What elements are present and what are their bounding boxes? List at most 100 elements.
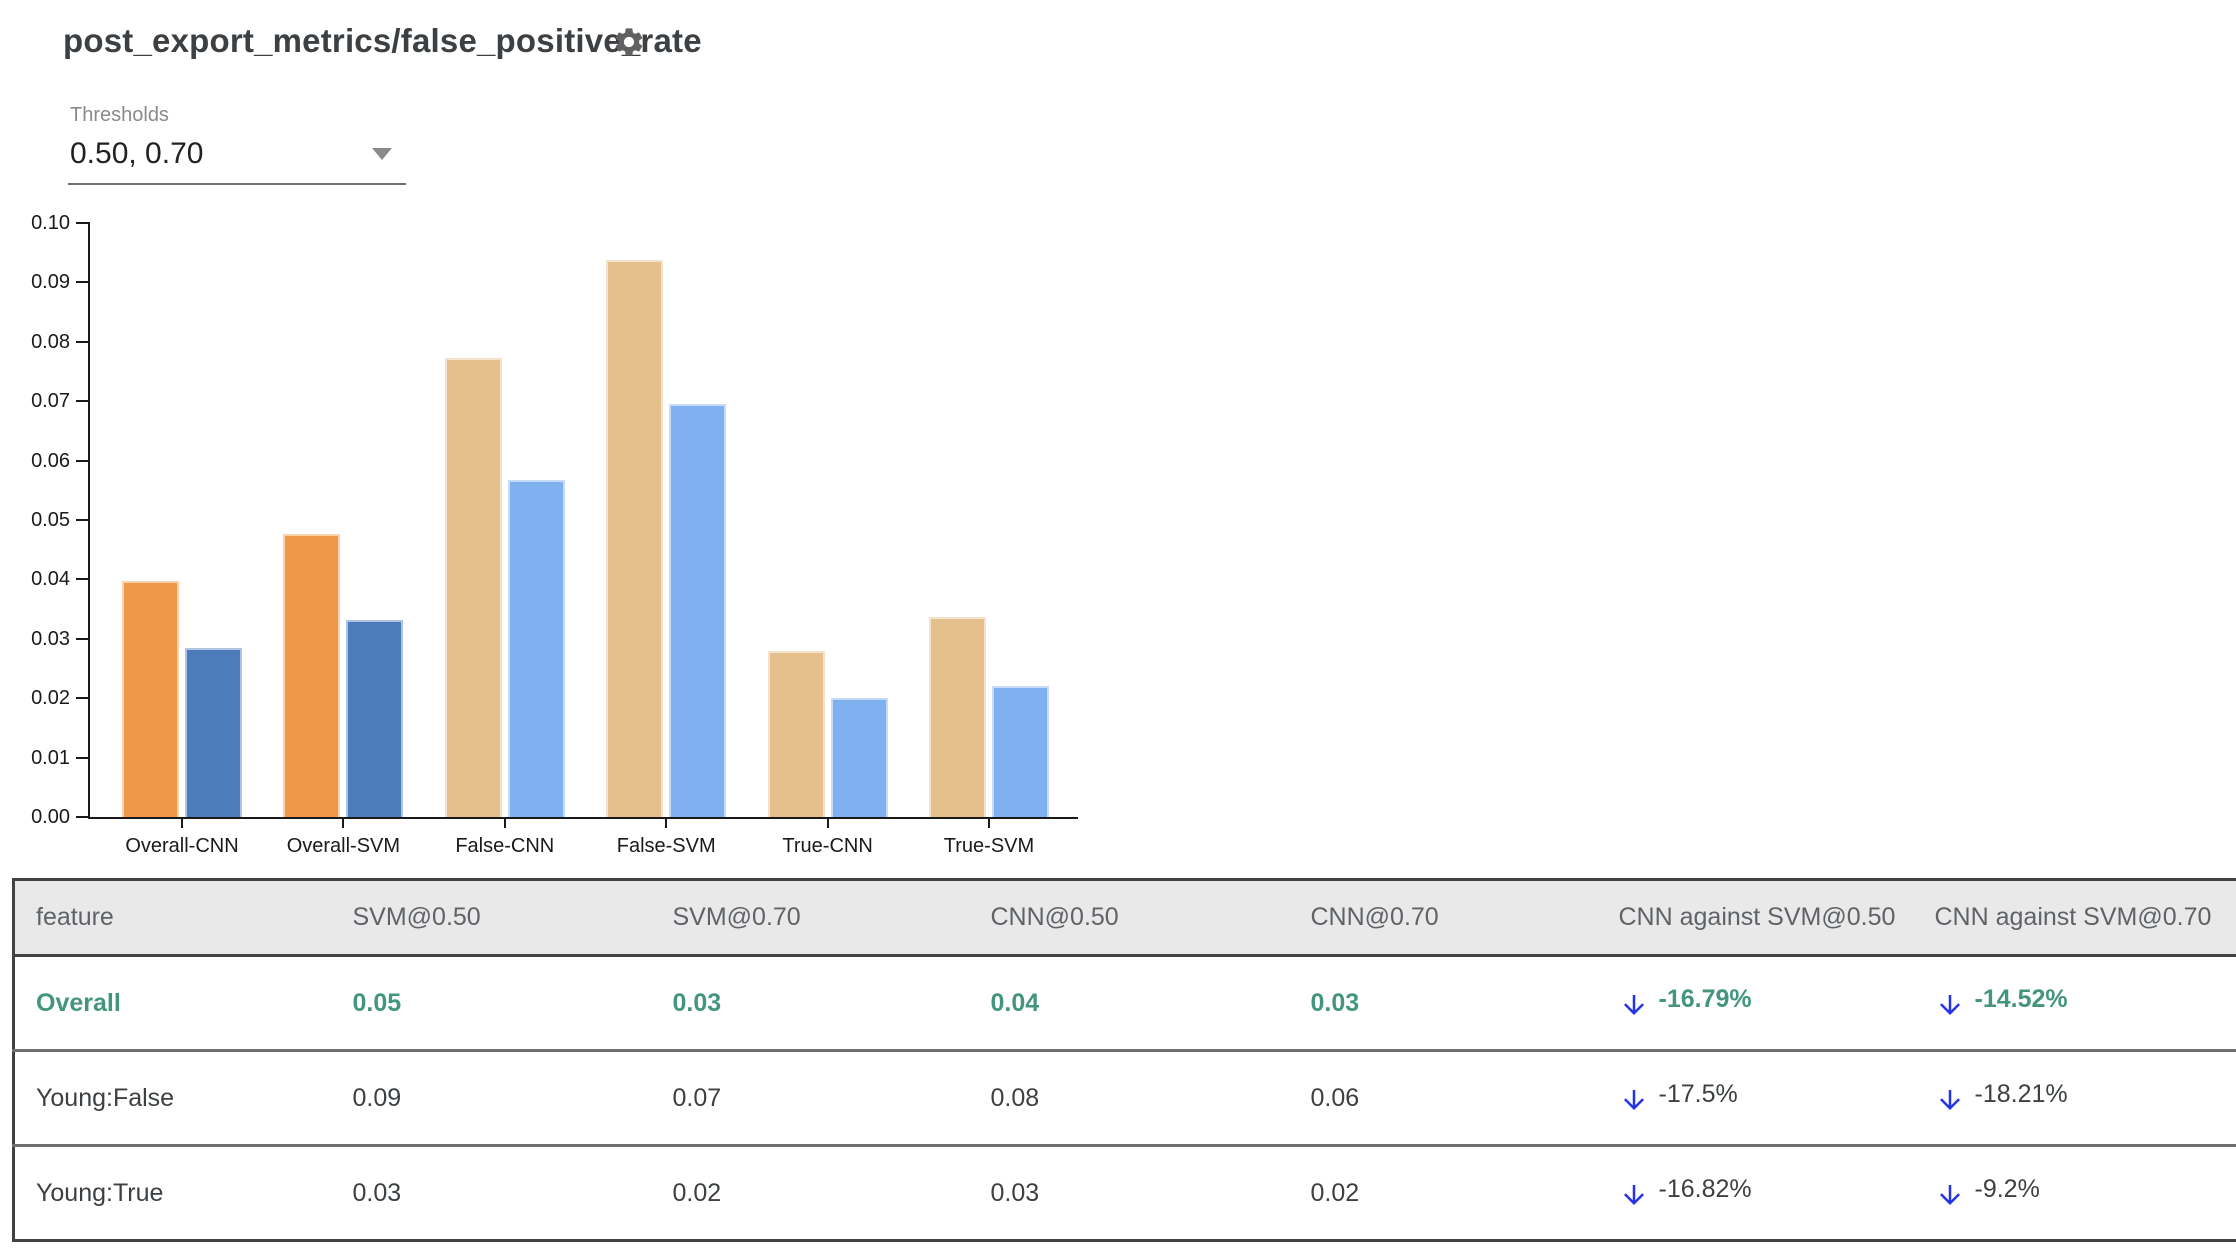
metric-cell: 0.08 (990, 1083, 1040, 1112)
comparison-value: -16.82% (1658, 1175, 1752, 1203)
bar-Overall-CNN-threshold0.70[interactable] (185, 648, 242, 817)
y-axis-tick-label: 0.07 (31, 390, 70, 413)
comparison-value: -17.5% (1658, 1080, 1738, 1108)
bar-True-SVM-threshold0.70[interactable] (992, 686, 1049, 817)
comparison-value: -16.79% (1658, 985, 1752, 1013)
table-row-overall: Overall 0.05 0.03 0.04 0.03 -16.79% -14.… (14, 956, 2236, 1051)
feature-cell: Young:False (36, 1083, 175, 1112)
x-axis-tick (503, 819, 506, 828)
comparison-cell: -14.52% (1914, 956, 2236, 1051)
x-axis-category-label: Overall-CNN (125, 835, 239, 857)
comparison-cell: -16.82% (1598, 1146, 1914, 1241)
metric-cell: 0.05 (352, 988, 402, 1017)
comparison-cell: -17.5% (1598, 1051, 1914, 1146)
x-axis-category-label: True-CNN (782, 835, 873, 857)
x-axis-category-label: False-SVM (616, 835, 716, 857)
bar-True-CNN-threshold0.50[interactable] (767, 651, 825, 817)
bar-Overall-SVM-threshold0.70[interactable] (346, 620, 404, 817)
metric-cell: 0.04 (990, 988, 1040, 1017)
metric-cell: 0.03 (990, 1178, 1040, 1207)
arrow-down-icon (1623, 994, 1644, 1015)
col-header-svm-050: SVM@0.50 (352, 903, 481, 931)
comparison-value: -9.2% (1974, 1175, 2040, 1203)
x-axis-tick (181, 819, 183, 828)
y-axis-tick-label: 0.00 (31, 806, 70, 828)
arrow-down-icon (1623, 1184, 1644, 1205)
comparison-cell: -16.79% (1598, 956, 1914, 1051)
arrow-down-icon (1939, 1089, 1960, 1110)
bar-True-CNN-threshold0.70[interactable] (830, 698, 888, 817)
y-axis-tick (76, 459, 89, 462)
y-axis-tick (76, 816, 89, 818)
metric-cell: 0.07 (672, 1083, 722, 1112)
col-header-cnn-vs-svm-050: CNN against SVM@0.50 (1618, 903, 1896, 931)
col-header-feature: feature (36, 903, 114, 931)
comparison-cell: -9.2% (1914, 1146, 2236, 1241)
col-header-cnn-070: CNN@0.70 (1310, 903, 1439, 931)
metric-cell: 0.02 (672, 1178, 722, 1207)
page-title: post_export_metrics/false_positive_rate (63, 22, 702, 59)
metric-cell: 0.03 (1310, 988, 1360, 1017)
metric-cell: 0.09 (352, 1083, 402, 1112)
col-header-svm-070: SVM@0.70 (672, 903, 801, 931)
bar-False-CNN-threshold0.50[interactable] (444, 358, 502, 817)
bar-Overall-SVM-threshold0.50[interactable] (283, 534, 341, 817)
y-axis-tick (76, 222, 89, 224)
y-axis-tick-label: 0.02 (31, 687, 70, 710)
y-axis-tick (76, 697, 89, 700)
bar-False-CNN-threshold0.70[interactable] (507, 480, 565, 817)
y-axis-tick-label: 0.05 (31, 509, 70, 531)
dropdown-caret-icon (372, 148, 392, 160)
y-axis-tick (76, 578, 89, 581)
table-row-young-false: Young:False 0.09 0.07 0.08 0.06 -17.5% -… (13, 1050, 2236, 1146)
y-axis-tick (76, 637, 89, 640)
y-axis-tick-label: 0.01 (31, 746, 70, 769)
arrow-down-icon (1939, 994, 1960, 1015)
bar-False-SVM-threshold0.50[interactable] (606, 260, 664, 817)
y-axis-tick-label: 0.08 (31, 330, 70, 353)
feature-cell: Overall (36, 988, 121, 1017)
x-axis-category-label: Overall-SVM (286, 835, 401, 857)
metric-cell: 0.06 (1310, 1083, 1360, 1112)
x-axis (88, 817, 1078, 819)
y-axis-tick-label: 0.09 (31, 271, 70, 294)
comparison-value: -14.52% (1974, 985, 2068, 1013)
bar-chart: 0.00 0.01 0.02 0.03 0.04 0.05 0.06 0.07 0.08 0.09… (0, 212, 1180, 893)
feature-cell: Young:True (36, 1178, 164, 1207)
comparison-cell: -18.21% (1914, 1051, 2236, 1146)
thresholds-label: Thresholds (70, 104, 169, 126)
y-axis-tick-label: 0.04 (31, 568, 70, 591)
table-row-young-true: Young:True 0.03 0.02 0.03 0.02 -16.82% -… (13, 1145, 2236, 1241)
metric-cell: 0.02 (1310, 1178, 1360, 1207)
thresholds-select[interactable]: 0.50, 0.70 (68, 127, 406, 185)
col-header-cnn-050: CNN@0.50 (990, 903, 1119, 931)
metrics-table: feature SVM@0.50 SVM@0.70 CNN@0.50 CNN@0… (12, 878, 2236, 1242)
metric-cell: 0.03 (672, 988, 722, 1017)
metric-cell: 0.03 (352, 1178, 402, 1207)
x-axis-tick (988, 819, 990, 828)
x-axis-category-label: False-CNN (455, 835, 555, 857)
y-axis-tick (76, 340, 89, 343)
y-axis-tick (76, 756, 89, 759)
y-axis-tick-label: 0.10 (31, 212, 70, 234)
arrow-down-icon (1939, 1184, 1960, 1205)
comparison-value: -18.21% (1974, 1080, 2068, 1108)
bar-Overall-CNN-threshold0.50[interactable] (122, 581, 179, 817)
bar-True-SVM-threshold0.50[interactable] (929, 617, 986, 817)
y-axis-tick-label: 0.06 (31, 449, 70, 472)
y-axis-tick (76, 519, 89, 521)
col-header-cnn-vs-svm-070: CNN against SVM@0.70 (1934, 903, 2212, 931)
thresholds-dropdown: Thresholds 0.50, 0.70 (68, 104, 406, 185)
x-axis-tick (342, 819, 345, 828)
y-axis-tick (76, 281, 89, 284)
y-axis (88, 222, 90, 819)
table-header-row: feature SVM@0.50 SVM@0.70 CNN@0.50 CNN@0… (13, 879, 2236, 956)
thresholds-value: 0.50, 0.70 (70, 137, 204, 170)
x-axis-tick (826, 819, 829, 828)
y-axis-tick-label: 0.03 (31, 627, 70, 650)
bar-False-SVM-threshold0.70[interactable] (669, 404, 727, 817)
settings-gear-icon[interactable] (612, 25, 646, 59)
arrow-down-icon (1623, 1089, 1644, 1110)
y-axis-tick (76, 400, 89, 403)
x-axis-tick (665, 819, 668, 828)
